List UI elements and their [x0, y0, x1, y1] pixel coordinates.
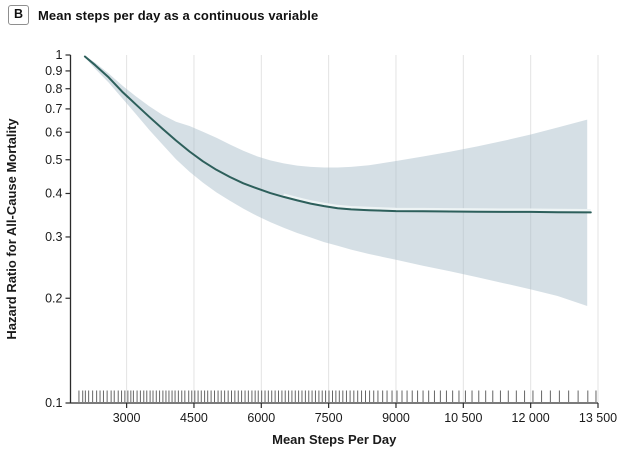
panel-label: B	[8, 5, 29, 25]
hazard-ratio-line	[83, 55, 592, 214]
x-tick-label-7500: 7500	[315, 411, 343, 425]
line-casing	[283, 193, 591, 212]
x-tick-label-6000: 6000	[247, 411, 275, 425]
y-tick-label-0.4: 0.4	[45, 187, 62, 201]
x-axis-title: Mean Steps Per Day	[272, 432, 397, 447]
y-tick-label-0.9: 0.9	[45, 64, 62, 78]
panel-title: Mean steps per day as a continuous varia…	[38, 7, 319, 23]
x-tick-label-10500: 10 500	[444, 411, 482, 425]
y-tick-label-0.7: 0.7	[45, 102, 62, 116]
y-tick-label-0.1: 0.1	[45, 396, 62, 410]
confidence-band	[84, 55, 588, 306]
panel-header: B Mean steps per day as a continuous var…	[8, 5, 318, 25]
y-tick-label-0.3: 0.3	[45, 230, 62, 244]
y-axis-title: Hazard Ratio for All-Cause Mortality	[4, 118, 19, 340]
y-tick-label-0.6: 0.6	[45, 125, 62, 139]
y-tick-label-0.8: 0.8	[45, 82, 62, 96]
x-tick-label-4500: 4500	[180, 411, 208, 425]
x-tick-label-3000: 3000	[113, 411, 141, 425]
x-tick-label-12000: 12 000	[512, 411, 550, 425]
x-tick-label-9000: 9000	[382, 411, 410, 425]
y-tick-label-0.2: 0.2	[45, 291, 62, 305]
x-tick-label-13500: 13 500	[579, 411, 617, 425]
y-tick-label-1: 1	[56, 48, 63, 62]
y-tick-label-0.5: 0.5	[45, 153, 62, 167]
